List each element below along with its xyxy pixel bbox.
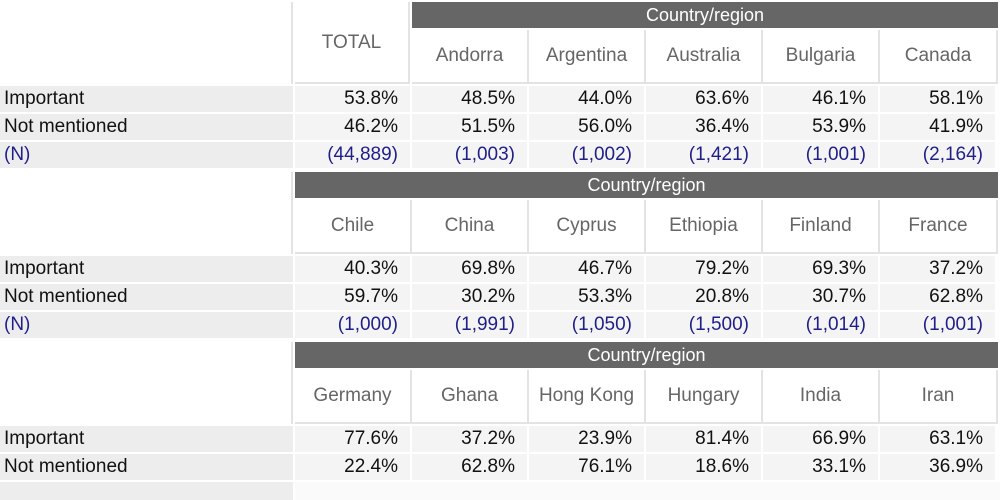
table-cell: 46.1%: [763, 86, 878, 112]
table-cell: (2,164): [880, 142, 995, 168]
table-row: Not mentioned 46.2% 51.5% 56.0% 36.4% 53…: [0, 114, 1000, 140]
table-cell: 37.2%: [880, 256, 995, 282]
table-cell: 30.2%: [412, 284, 527, 310]
table-cell: 46.2%: [295, 114, 410, 140]
table-cell: 22.4%: [295, 454, 410, 480]
col-head-country: Andorra: [412, 30, 529, 84]
table-cell: (1,001): [880, 312, 995, 338]
table-cell: (1,991): [412, 312, 527, 338]
table-cell: 79.2%: [646, 256, 761, 282]
row-label: Important: [0, 426, 293, 452]
table-cell: 46.7%: [529, 256, 644, 282]
table-cell: 53.3%: [529, 284, 644, 310]
col-head-country: Hong Kong: [529, 370, 646, 424]
table-cell: 69.8%: [412, 256, 527, 282]
group-header: Country/region: [295, 342, 998, 368]
col-head-country: Canada: [880, 30, 998, 84]
table-cell: 30.7%: [763, 284, 878, 310]
table-block-1: TOTAL Country/region Andorra Argentina A…: [0, 0, 1000, 170]
table-row-n: (N) (1,000) (1,991) (1,050) (1,500) (1,0…: [0, 312, 1000, 338]
table-cell: 62.8%: [412, 454, 527, 480]
table-cell: 62.8%: [880, 284, 995, 310]
partial-row-strip: [0, 482, 293, 500]
table-cell: 77.6%: [295, 426, 410, 452]
col-head-country: India: [763, 370, 880, 424]
table-cell: 59.7%: [295, 284, 410, 310]
table-cell: (1,001): [763, 142, 878, 168]
row-label: Important: [0, 86, 293, 112]
table-cell: 56.0%: [529, 114, 644, 140]
row-label: Not mentioned: [0, 454, 293, 480]
table-cell: 40.3%: [295, 256, 410, 282]
table-cell: 63.1%: [880, 426, 995, 452]
table-cell: 51.5%: [412, 114, 527, 140]
col-head-country: Germany: [295, 370, 412, 424]
corner-cell: [0, 342, 293, 424]
col-head-country: China: [412, 200, 529, 254]
table-row: Important 77.6% 37.2% 23.9% 81.4% 66.9% …: [0, 426, 1000, 452]
corner-cell: [0, 2, 293, 84]
table-cell: 53.9%: [763, 114, 878, 140]
table-cell: 53.8%: [295, 86, 410, 112]
table-cell: 23.9%: [529, 426, 644, 452]
group-header: Country/region: [295, 172, 998, 198]
table-cell: 66.9%: [763, 426, 878, 452]
table-cell: 33.1%: [763, 454, 878, 480]
row-label: Not mentioned: [0, 284, 293, 310]
table-row: Not mentioned 22.4% 62.8% 76.1% 18.6% 33…: [0, 454, 1000, 480]
col-head-country: Ethiopia: [646, 200, 763, 254]
table-row-n: (N) (44,889) (1,003) (1,002) (1,421) (1,…: [0, 142, 1000, 168]
table-cell: (44,889): [295, 142, 410, 168]
table-cell: 81.4%: [646, 426, 761, 452]
col-head-country: Bulgaria: [763, 30, 880, 84]
table-cell: (1,050): [529, 312, 644, 338]
table-cell: 44.0%: [529, 86, 644, 112]
col-head-country: France: [880, 200, 998, 254]
row-label: Not mentioned: [0, 114, 293, 140]
col-head-country: Chile: [295, 200, 412, 254]
col-head-total: TOTAL: [295, 2, 410, 84]
table-cell: (1,003): [412, 142, 527, 168]
table-cell: 58.1%: [880, 86, 995, 112]
table-row: Important 40.3% 69.8% 46.7% 79.2% 69.3% …: [0, 256, 1000, 282]
col-head-country: Cyprus: [529, 200, 646, 254]
table-cell: (1,000): [295, 312, 410, 338]
table-cell: (1,421): [646, 142, 761, 168]
table-cell: 20.8%: [646, 284, 761, 310]
col-head-country: Ghana: [412, 370, 529, 424]
col-head-country: Argentina: [529, 30, 646, 84]
corner-cell: [0, 172, 293, 254]
table-cell: (1,014): [763, 312, 878, 338]
row-label: (N): [0, 142, 293, 168]
col-head-country: Finland: [763, 200, 880, 254]
row-label: Important: [0, 256, 293, 282]
table-row: Important 53.8% 48.5% 44.0% 63.6% 46.1% …: [0, 86, 1000, 112]
table-cell: 48.5%: [412, 86, 527, 112]
table-row: Not mentioned 59.7% 30.2% 53.3% 20.8% 30…: [0, 284, 1000, 310]
row-label: (N): [0, 312, 293, 338]
partial-row-strip: [295, 482, 1000, 500]
table-cell: 69.3%: [763, 256, 878, 282]
table-cell: 36.9%: [880, 454, 995, 480]
table-cell: (1,500): [646, 312, 761, 338]
table-cell: 41.9%: [880, 114, 995, 140]
table-cell: 37.2%: [412, 426, 527, 452]
col-head-country: Iran: [880, 370, 998, 424]
table-block-2: Country/region Chile China Cyprus Ethiop…: [0, 172, 1000, 338]
table-cell: 76.1%: [529, 454, 644, 480]
table-cell: (1,002): [529, 142, 644, 168]
table-cell: 63.6%: [646, 86, 761, 112]
col-head-country: Hungary: [646, 370, 763, 424]
col-head-country: Australia: [646, 30, 763, 84]
group-header: Country/region: [412, 2, 998, 28]
table-cell: 18.6%: [646, 454, 761, 480]
table-cell: 36.4%: [646, 114, 761, 140]
